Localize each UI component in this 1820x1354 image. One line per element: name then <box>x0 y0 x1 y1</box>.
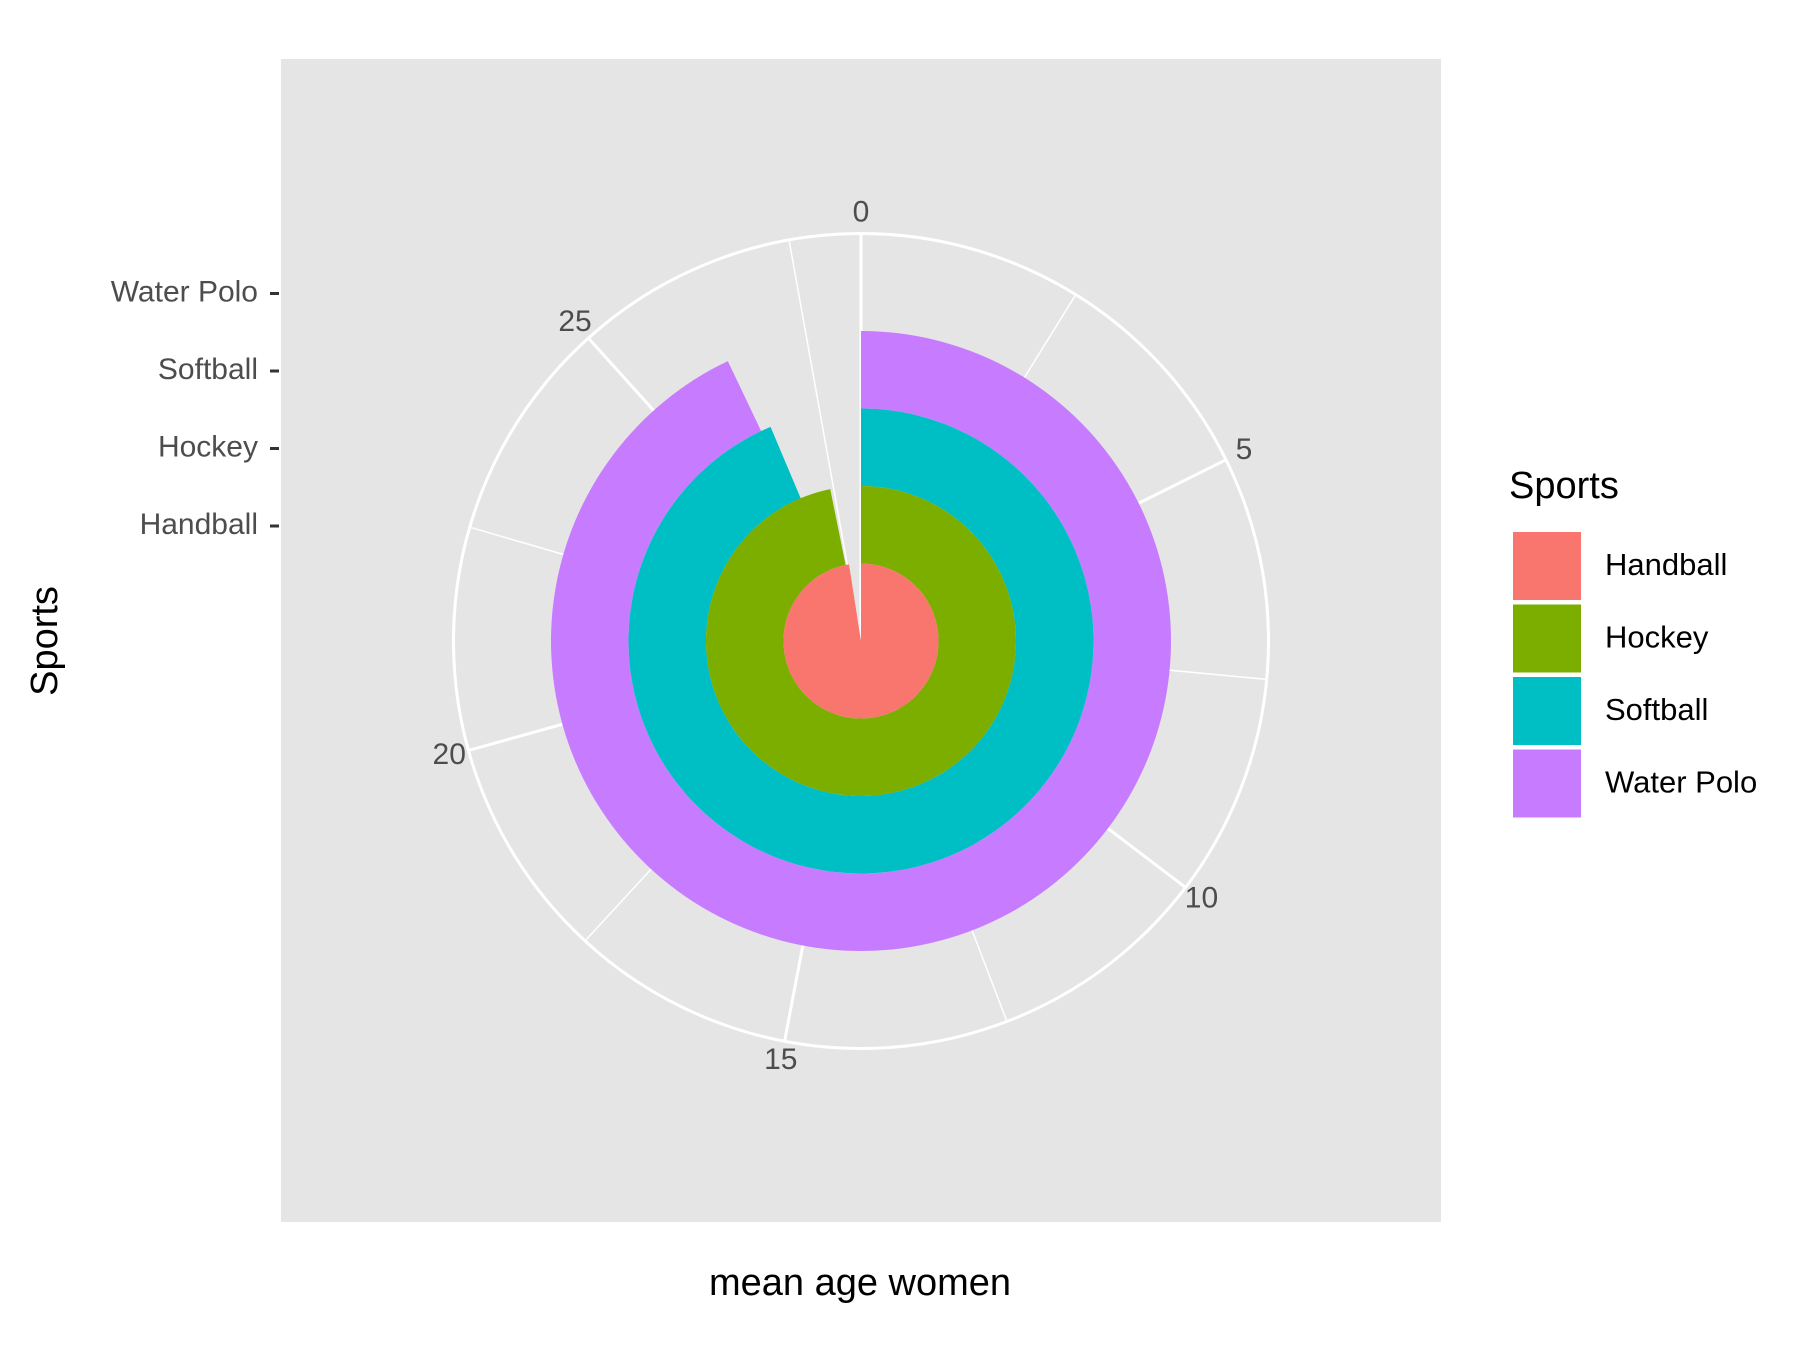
theta-tick-label: 15 <box>764 1043 797 1076</box>
legend-swatch-water-polo <box>1511 747 1583 820</box>
theta-tick-labels: 0 5 10 15 20 25 <box>433 195 1253 1075</box>
legend-label-softball: Softball <box>1605 692 1708 727</box>
x-axis-title: mean age women <box>709 1262 1011 1304</box>
legend-swatch-softball <box>1511 675 1583 747</box>
y-axis-title: Sports <box>24 586 66 696</box>
theta-tick-label: 0 <box>853 195 870 228</box>
radial-axis: Handball Hockey Softball Water Polo <box>111 275 279 541</box>
theta-tick-label: 10 <box>1185 881 1218 914</box>
theta-tick-label: 5 <box>1236 433 1253 466</box>
radial-tick-label-hockey: Hockey <box>158 430 258 463</box>
radial-tick-label-handball: Handball <box>140 508 258 541</box>
radial-tick-label-water-polo: Water Polo <box>111 275 258 308</box>
legend-label-water-polo: Water Polo <box>1605 765 1757 800</box>
theta-tick-label: 20 <box>433 738 466 771</box>
radial-tick-label-softball: Softball <box>158 353 258 386</box>
legend: Sports Handball Hockey Softball Water Polo <box>1509 465 1757 820</box>
bar-hockey <box>706 486 1017 796</box>
theta-tick-label: 25 <box>558 305 591 338</box>
legend-title: Sports <box>1509 465 1619 507</box>
legend-label-hockey: Hockey <box>1605 620 1709 655</box>
legend-swatch-handball <box>1511 530 1583 602</box>
bar-softball <box>628 408 1094 874</box>
legend-label-handball: Handball <box>1605 547 1727 582</box>
bar-handball <box>783 563 939 719</box>
legend-swatch-hockey <box>1511 602 1583 675</box>
bars <box>550 331 1171 952</box>
